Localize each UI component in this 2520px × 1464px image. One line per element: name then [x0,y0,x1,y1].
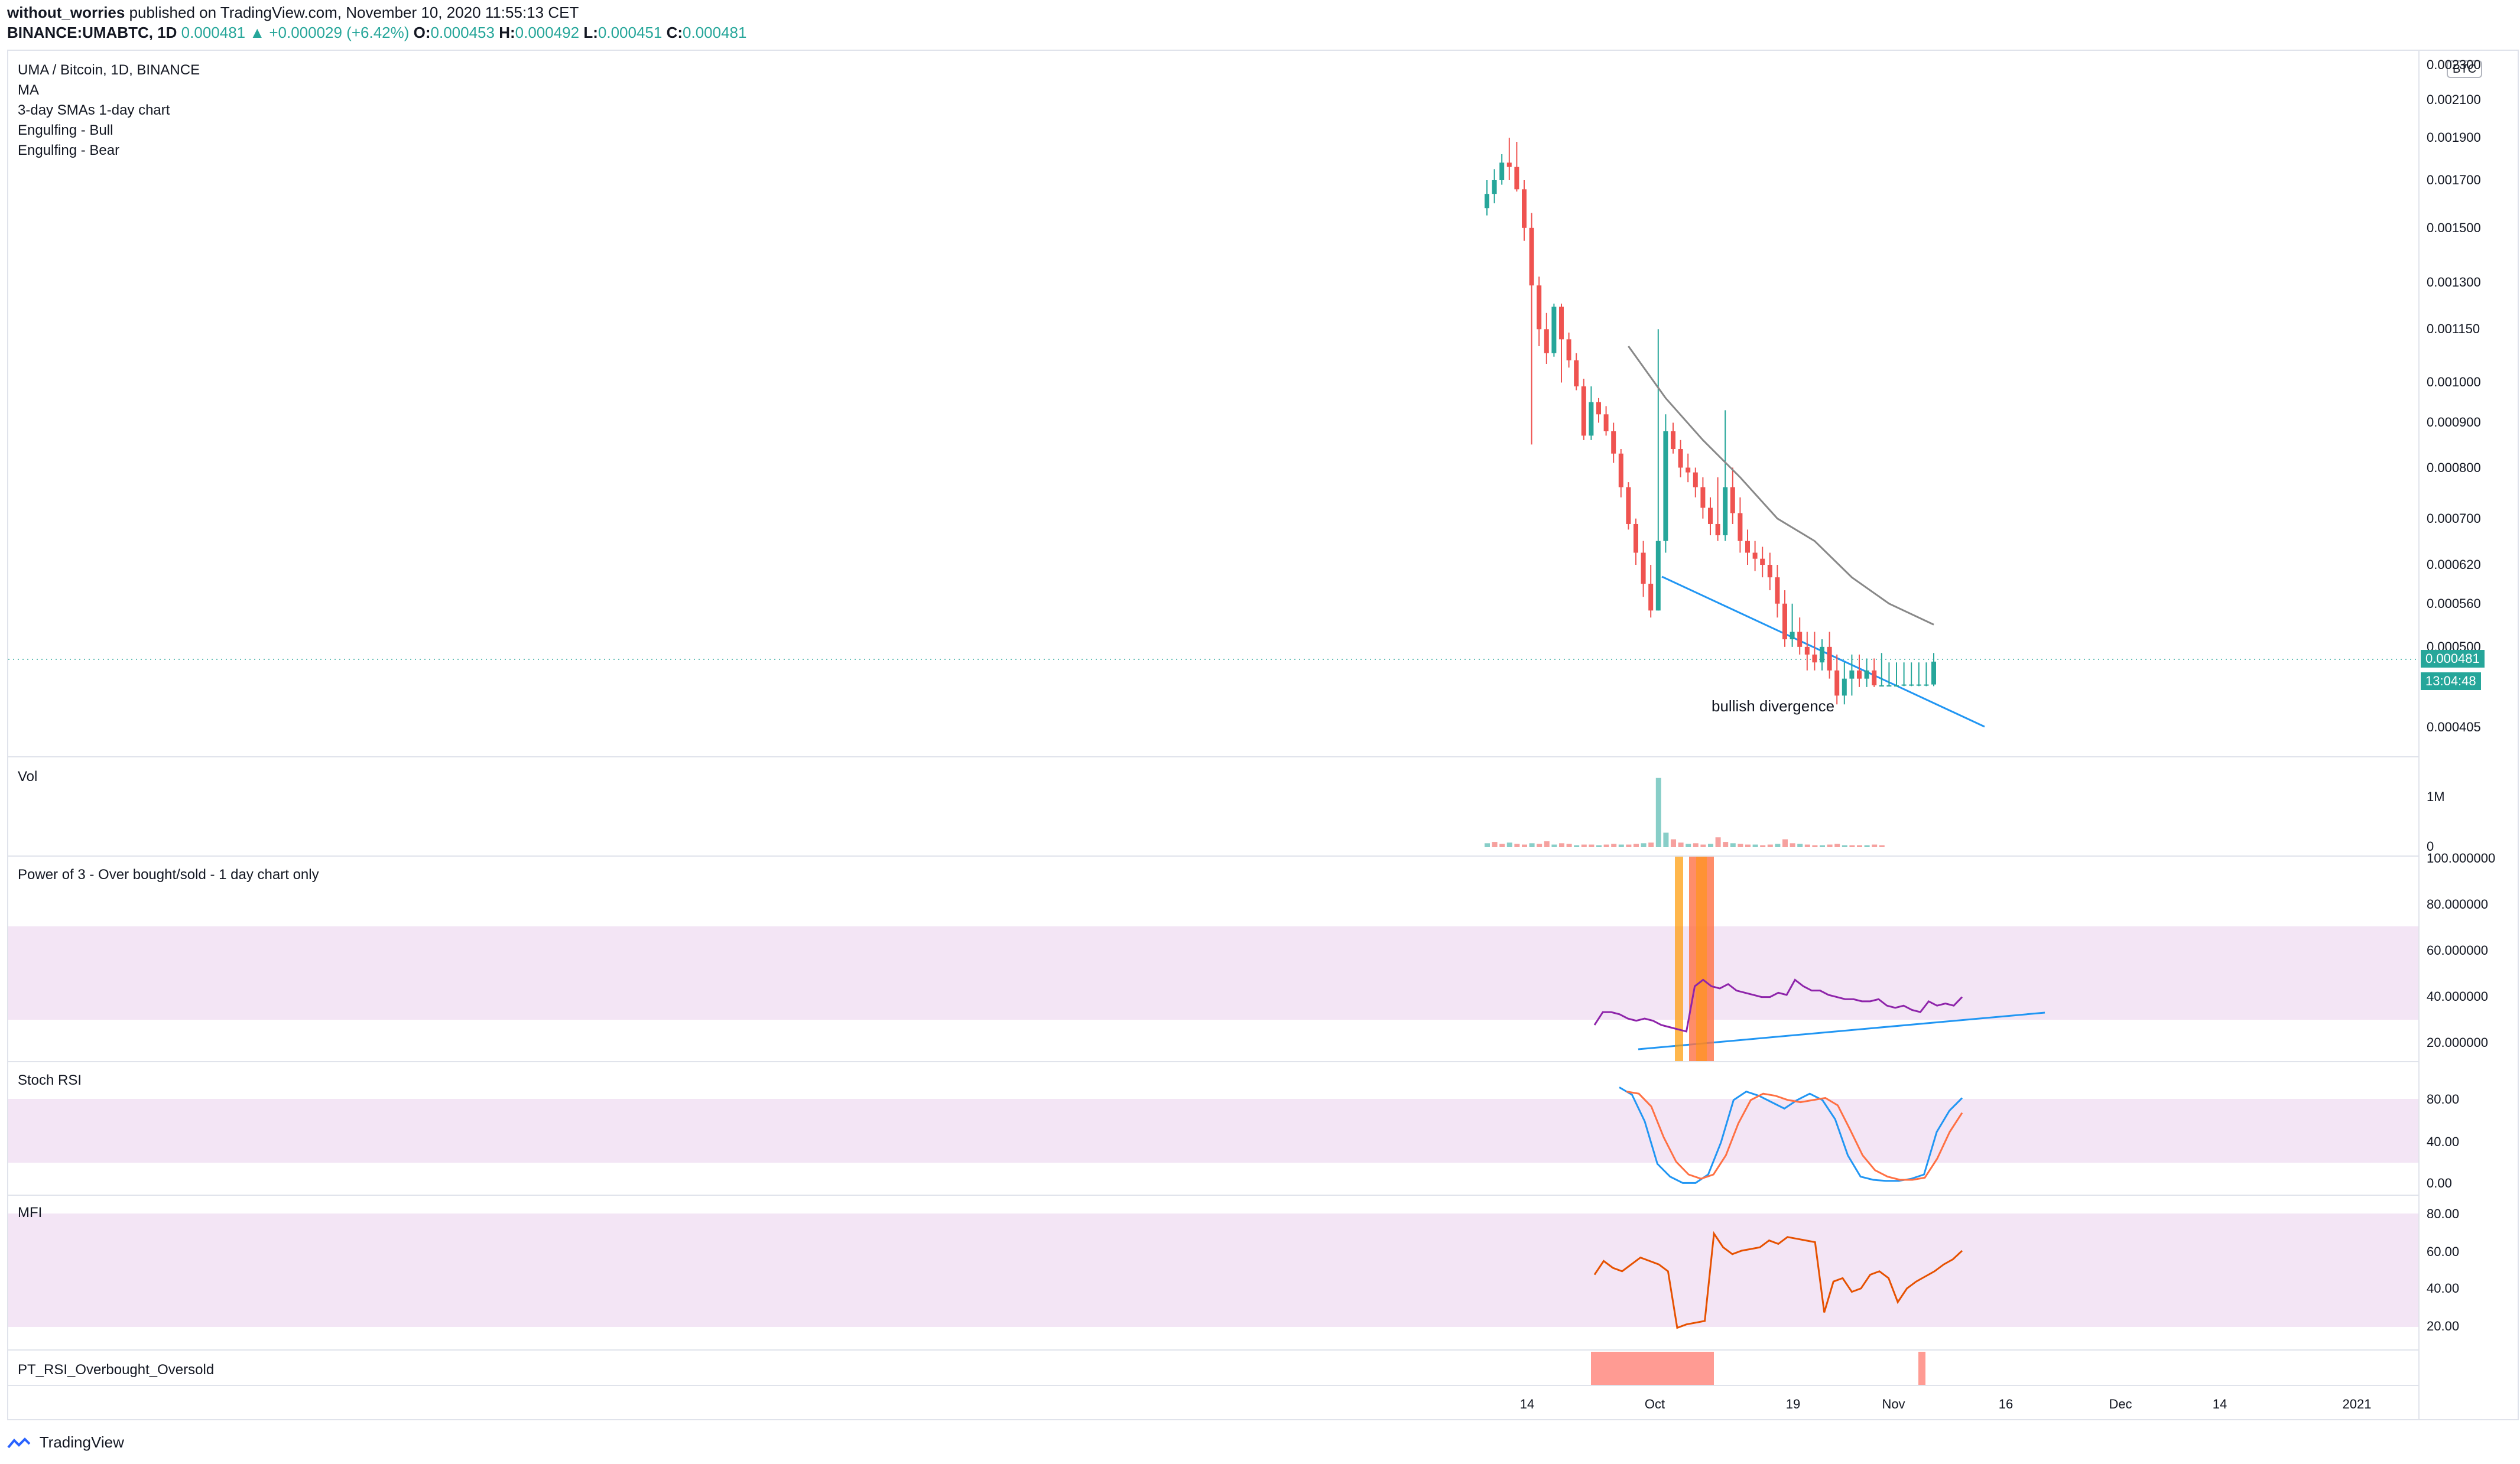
vol-label[interactable]: Vol [18,769,38,785]
mfi-label[interactable]: MFI [18,1205,43,1221]
mfi-tick: 20.00 [2427,1319,2460,1333]
x-tick: 2021 [2342,1397,2372,1411]
pane-divider-power3[interactable] [8,855,2418,857]
x-tick: 14 [1519,1397,1535,1411]
close-value: 0.000481 [683,24,747,41]
tradingview-logo-icon [7,1437,31,1449]
x-tick: 16 [1998,1397,2014,1411]
main-legend: UMA / Bitcoin, 1D, BINANCE MA 3-day SMAs… [18,60,200,161]
symbol-ohlc-header: BINANCE:UMABTC, 1D 0.000481 ▲ +0.000029 … [7,22,746,43]
price-tick: 0.001700 [2427,172,2481,187]
last-price-badge: 0.000481 [2421,650,2485,668]
legend-engulfing-bear[interactable]: Engulfing - Bear [18,142,120,158]
close-label: C: [666,24,683,41]
legend-engulfing-bull[interactable]: Engulfing - Bull [18,122,113,138]
x-tick: Dec [2109,1397,2132,1411]
open-label: O: [413,24,431,41]
price-tick: 0.000700 [2427,510,2481,526]
price-tick: 0.000560 [2427,596,2481,611]
price-tick: 0.002300 [2427,57,2481,72]
power3-tick: 80.000000 [2427,897,2488,912]
price-tick: 0.001900 [2427,130,2481,145]
mfi-band [8,1214,2418,1327]
power3-tick: 60.000000 [2427,943,2488,958]
mfi-tick: 60.00 [2427,1244,2460,1259]
pt-label[interactable]: PT_RSI_Overbought_Oversold [18,1362,215,1378]
price-tick: 0.001500 [2427,220,2481,235]
pane-divider-mfi[interactable] [8,1195,2418,1196]
published-text: published on TradingView.com, November 1… [129,4,579,21]
price-tick: 0.000800 [2427,460,2481,475]
publication-header: without_worries published on TradingView… [7,2,579,22]
chart-frame [7,50,2519,1420]
stoch-tick: 40.00 [2427,1134,2460,1149]
currency-badge[interactable]: BTC [2447,60,2482,78]
price-change: +0.000029 (+6.42%) [269,24,410,41]
x-tick: Nov [1882,1397,1905,1411]
x-tick: 19 [1785,1397,1801,1411]
stoch-tick: 0.00 [2427,1176,2452,1190]
x-tick: Oct [1644,1397,1665,1411]
vol-tick-1m: 1M [2427,789,2445,804]
stoch-band [8,1099,2418,1163]
countdown-badge: 13:04:48 [2421,672,2481,690]
power3-tick: 100.000000 [2427,851,2496,866]
price-tick: 0.000405 [2427,719,2481,734]
price-tick: 0.001150 [2427,321,2480,337]
price-tick: 0.002100 [2427,92,2481,107]
high-label: H: [499,24,515,41]
legend-sma3[interactable]: 3-day SMAs 1-day chart [18,102,170,118]
pane-divider-pt[interactable] [8,1349,2418,1351]
vol-tick-0: 0 [2427,839,2434,854]
high-value: 0.000492 [515,24,580,41]
brand-name: TradingView [39,1433,124,1451]
legend-symbol[interactable]: UMA / Bitcoin, 1D, BINANCE [18,62,200,78]
last-price: 0.000481 [181,24,246,41]
price-tick: 0.001000 [2427,375,2481,390]
power3-tick: 40.000000 [2427,989,2488,1004]
mfi-tick: 80.00 [2427,1206,2460,1221]
price-tick: 0.001300 [2427,275,2481,290]
open-value: 0.000453 [430,24,495,41]
symbol-label: BINANCE:UMABTC, 1D [7,24,177,41]
mfi-tick: 40.00 [2427,1281,2460,1296]
pane-divider-xaxis [8,1385,2418,1386]
pane-divider-stoch[interactable] [8,1061,2418,1062]
power3-tick: 20.000000 [2427,1035,2488,1050]
x-tick: 14 [2212,1397,2227,1411]
author-name[interactable]: without_worries [7,4,125,21]
pane-divider-vol[interactable] [8,756,2418,757]
stoch-label[interactable]: Stoch RSI [18,1072,82,1088]
stoch-tick: 80.00 [2427,1092,2460,1107]
price-axis[interactable] [2418,50,2520,1420]
legend-ma[interactable]: MA [18,82,39,98]
tradingview-logo[interactable]: TradingView [7,1432,124,1452]
low-label: L: [583,24,598,41]
price-tick: 0.000900 [2427,415,2481,430]
power3-band [8,926,2418,1020]
price-tick: 0.000620 [2427,557,2481,572]
low-value: 0.000451 [597,24,663,41]
change-arrow-icon: ▲ [249,24,265,41]
power3-label[interactable]: Power of 3 - Over bought/sold - 1 day ch… [18,867,319,883]
